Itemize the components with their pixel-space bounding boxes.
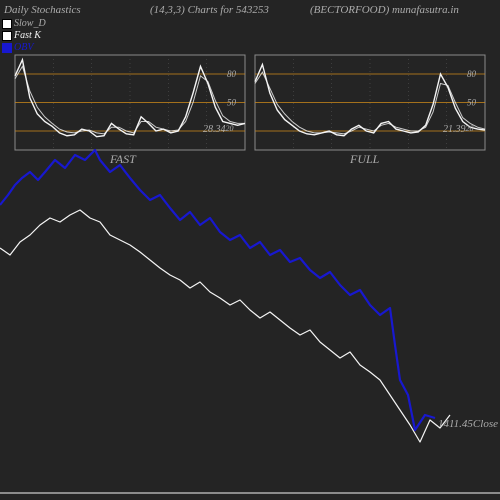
tick-end: 21.3920 xyxy=(443,124,474,135)
tick-50: 50 xyxy=(467,98,477,108)
mini-label-fast: FAST xyxy=(110,152,136,167)
mini-chart-fast: 80 50 28.3420 xyxy=(15,55,245,150)
close-label: 1411.45Close xyxy=(438,418,498,430)
tick-50: 50 xyxy=(227,98,237,108)
tick-80: 80 xyxy=(227,69,237,79)
main-obv-line xyxy=(0,150,435,430)
tick-end: 28.3420 xyxy=(203,124,234,135)
mini-chart-full: 80 50 21.3920 xyxy=(255,55,485,150)
tick-80: 80 xyxy=(467,69,477,79)
chart-canvas: 80 50 28.3420 80 50 21.3920 xyxy=(0,0,500,500)
mini-label-full: FULL xyxy=(350,152,379,167)
main-price-line xyxy=(0,210,450,442)
